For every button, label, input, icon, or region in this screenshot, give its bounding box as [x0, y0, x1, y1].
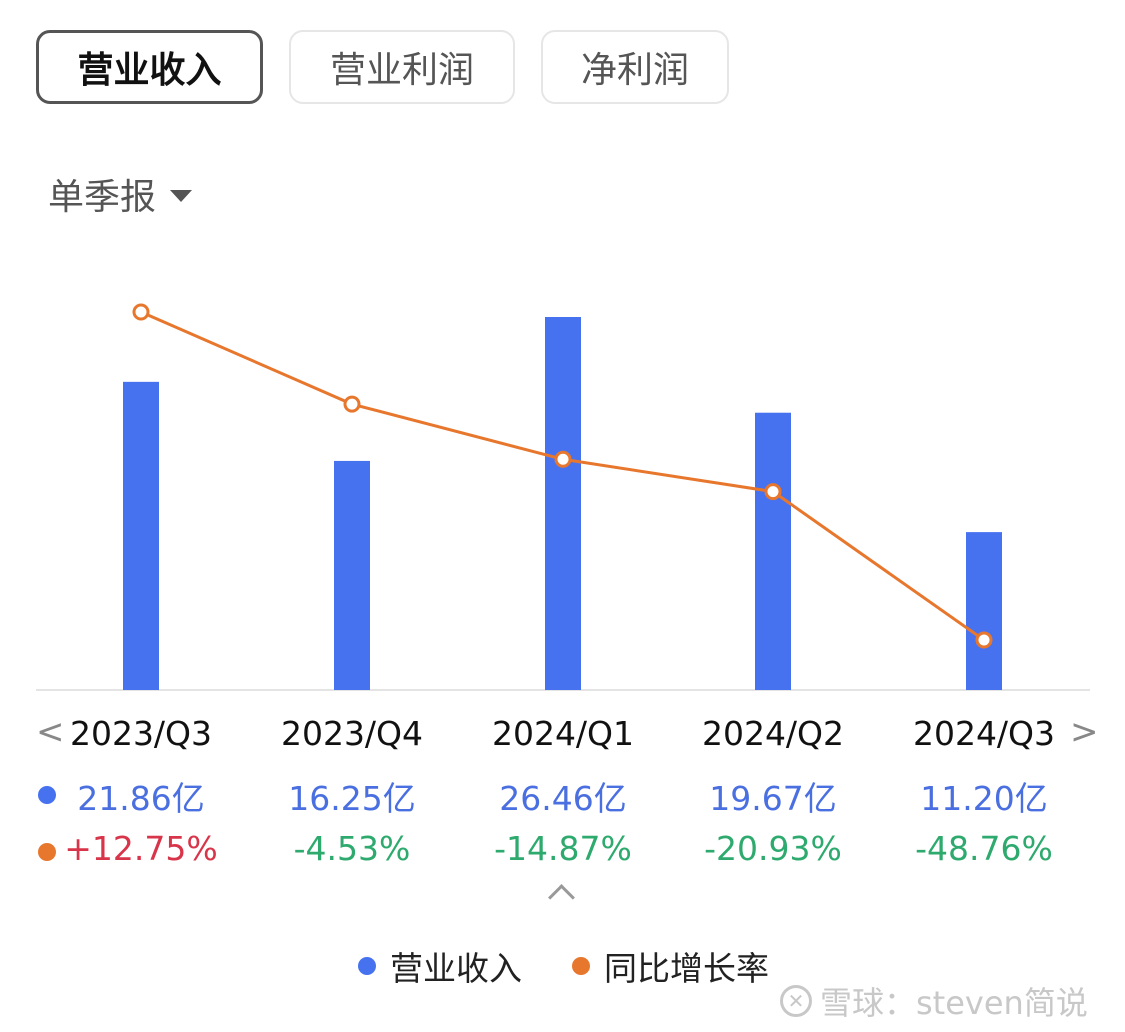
category-label[interactable]: 2024/Q1: [491, 714, 635, 753]
legend-revenue-dot: [358, 957, 376, 975]
growth-point-2024/Q1[interactable]: [554, 450, 572, 468]
period-selector[interactable]: 单季报: [48, 168, 193, 220]
tab-revenue[interactable]: 营业收入: [36, 30, 263, 104]
growth-point-2024/Q2[interactable]: [764, 483, 782, 501]
legend-growth-dot: [572, 957, 590, 975]
growth-point-2023/Q3[interactable]: [132, 303, 150, 321]
xueqiu-logo-icon: ✕: [780, 985, 812, 1017]
bar-2023/Q4[interactable]: [334, 460, 370, 690]
next-arrow-icon[interactable]: >: [1070, 712, 1099, 752]
chevron-up-icon[interactable]: [548, 884, 575, 911]
legend: 营业收入 同比增长率: [358, 942, 769, 990]
legend-revenue-label: 营业收入: [390, 949, 522, 988]
caret-down-icon: [170, 190, 193, 202]
category-label[interactable]: 2023/Q3: [69, 714, 213, 753]
tab-operating-profit[interactable]: 营业利润: [289, 30, 515, 104]
prev-arrow-icon[interactable]: <: [36, 712, 65, 752]
growth-value-label: -20.93%: [704, 829, 842, 868]
revenue-value-label: 26.46亿: [499, 779, 627, 818]
bar-2024/Q2[interactable]: [755, 412, 791, 690]
growth-point-2024/Q3[interactable]: [975, 631, 993, 649]
growth-point-2023/Q4[interactable]: [343, 395, 361, 413]
legend-item-growth[interactable]: 同比增长率: [572, 942, 769, 990]
tab-net-profit[interactable]: 净利润: [541, 30, 729, 104]
growth-value-label: -4.53%: [293, 829, 411, 868]
revenue-chart: [36, 303, 1090, 691]
bar-2023/Q3[interactable]: [123, 381, 159, 690]
category-label[interactable]: 2024/Q3: [912, 714, 1056, 753]
period-selector-label: 单季报: [48, 177, 157, 218]
growth-series-dot: [38, 843, 56, 861]
revenue-series-dot: [38, 786, 56, 804]
watermark-text: 雪球：steven简说: [820, 984, 1088, 1022]
tab-bar: 营业收入 营业利润 净利润: [36, 30, 729, 104]
category-label[interactable]: 2023/Q4: [280, 714, 424, 753]
watermark: ✕ 雪球：steven简说: [780, 978, 1088, 1024]
growth-value-label: -14.87%: [494, 829, 632, 868]
growth-value-label: -48.76%: [915, 829, 1053, 868]
legend-item-revenue[interactable]: 营业收入: [358, 942, 522, 990]
revenue-value-label: 19.67亿: [709, 779, 837, 818]
category-label[interactable]: 2024/Q2: [701, 714, 845, 753]
growth-value-label: +12.75%: [64, 829, 218, 868]
bar-2024/Q1[interactable]: [545, 317, 581, 690]
bar-2024/Q3[interactable]: [966, 532, 1002, 690]
legend-growth-label: 同比增长率: [604, 949, 769, 988]
revenue-value-label: 11.20亿: [920, 779, 1048, 818]
revenue-value-label: 21.86亿: [77, 779, 205, 818]
revenue-value-label: 16.25亿: [288, 779, 416, 818]
